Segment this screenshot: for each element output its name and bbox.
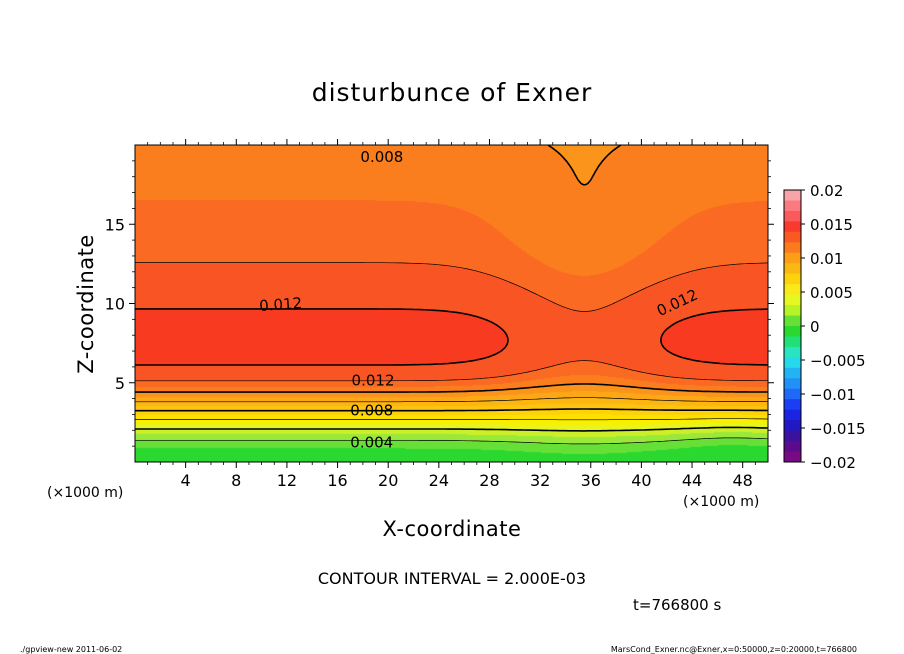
y-tick-label: 10 (105, 295, 125, 314)
colorbar-cell (784, 200, 801, 212)
chart-title: disturbunce of Exner (312, 78, 593, 107)
colorbar-tick-label: 0 (810, 318, 820, 336)
x-tick-label: 48 (733, 471, 753, 490)
contour-label-text: 0.012 (352, 372, 395, 390)
colorbar-cell (784, 451, 801, 463)
contour-line (135, 144, 768, 393)
contour-line (135, 418, 768, 421)
colorbar-cell (784, 190, 801, 201)
x-tick-label: 44 (682, 471, 702, 490)
contour-label: 0.012 (352, 372, 395, 390)
colorbar: 0.02 0.015 0.01 0.005 0 −0.005 −0.01 −0.015 −0.0… (783, 182, 866, 472)
contour-label: 0.008 (350, 402, 393, 420)
colorbar-cell (784, 420, 801, 432)
colorbar-cell (784, 357, 801, 369)
colorbar-cell (784, 263, 801, 275)
colorbar-tick-label: 0.01 (810, 250, 843, 268)
colorbar-cell (784, 242, 801, 254)
colorbar-cell (784, 388, 801, 400)
colorbar-cell (784, 336, 801, 348)
contour-label-text: 0.008 (350, 402, 393, 420)
contour-line (135, 426, 769, 432)
colorbar-cell (784, 305, 801, 317)
x-tick-label: 24 (429, 471, 449, 490)
colorbar-cell (784, 284, 801, 296)
colorbar-tick-label: −0.02 (810, 454, 856, 472)
x-tick-label: 16 (327, 471, 347, 490)
contour-label: 0.012 (259, 294, 303, 315)
contour-label: 0.008 (360, 148, 403, 166)
colorbar-tick-label: −0.005 (810, 352, 866, 370)
x-tick-label: 28 (479, 471, 499, 490)
footer-right: MarsCond_Exner.nc@Exner,x=0:50000,z=0:20… (611, 645, 857, 654)
colorbar-tick-label: 0.005 (810, 284, 853, 302)
footer-left: ./gpview-new 2011-06-02 (20, 645, 122, 654)
colorbar-cell (784, 252, 801, 264)
colorbar-tick-label: 0.015 (810, 216, 853, 234)
x-tick-label: 20 (378, 471, 398, 490)
contour-line (135, 437, 769, 445)
colorbar-cell (784, 221, 801, 233)
exner-field (135, 145, 768, 462)
colorbar-cell (784, 294, 801, 306)
colorbar-cells (784, 190, 801, 463)
x-axis-ticks: 4 8 12 16 20 24 28 32 36 40 44 48 (147, 139, 756, 490)
y-tick-label: 15 (105, 215, 125, 234)
colorbar-ticks: 0.02 0.015 0.01 0.005 0 −0.005 −0.01 −0.015 −0.0… (801, 182, 866, 472)
colorbar-cell (784, 399, 801, 411)
x-unit-label: (×1000 m) (683, 494, 759, 510)
contour-label-text: 0.004 (350, 433, 393, 451)
x-axis-label: X-coordinate (383, 517, 522, 541)
x-tick-label: 4 (181, 471, 191, 490)
colorbar-cell (784, 326, 801, 337)
contour-line (135, 397, 769, 403)
contour-interval: CONTOUR INTERVAL = 2.000E-03 (318, 569, 586, 588)
colorbar-cell (784, 273, 801, 285)
x-tick-label: 40 (631, 471, 651, 490)
y-axis-ticks: 5 10 15 (105, 160, 774, 447)
contour-label-text: 0.012 (259, 294, 303, 315)
contour-label: 0.004 (350, 433, 393, 451)
x-tick-label: 36 (581, 471, 601, 490)
contour-label-text: 0.008 (360, 148, 403, 166)
colorbar-cell (784, 346, 801, 358)
contour-lines (135, 144, 769, 445)
colorbar-tick-label: 0.02 (810, 182, 843, 200)
colorbar-tick-label: −0.015 (810, 420, 866, 438)
time-stamp: t=766800 s (633, 596, 721, 614)
colorbar-cell (784, 231, 801, 243)
colorbar-cell (784, 430, 801, 442)
x-tick-label: 12 (277, 471, 297, 490)
colorbar-cell (784, 367, 801, 379)
y-tick-label: 5 (115, 374, 125, 393)
colorbar-tick-label: −0.01 (810, 386, 856, 404)
colorbar-cell (784, 409, 801, 421)
contour-line (135, 408, 769, 412)
colorbar-cell (784, 315, 801, 327)
x-tick-label: 32 (530, 471, 550, 490)
contour-line (135, 262, 769, 382)
y-axis-label: Z-coordinate (74, 234, 98, 374)
colorbar-cell (784, 441, 801, 453)
contour-line (135, 308, 769, 366)
colorbar-cell (784, 210, 801, 222)
colorbar-cell (784, 378, 801, 390)
x-tick-label: 8 (231, 471, 241, 490)
z-unit-label: (×1000 m) (47, 485, 123, 501)
